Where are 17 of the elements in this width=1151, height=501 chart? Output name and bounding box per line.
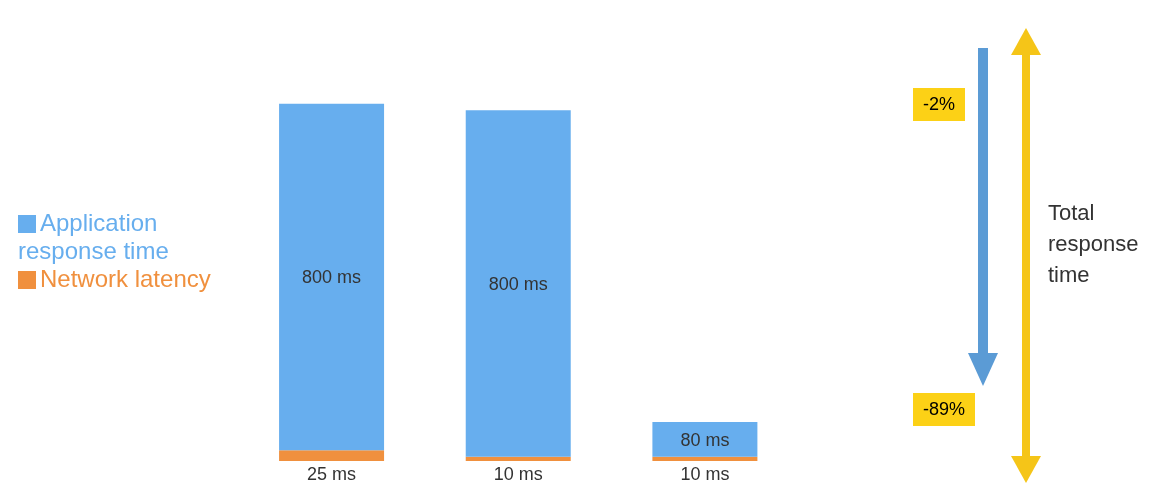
bar xyxy=(279,450,385,461)
text: -89% xyxy=(913,393,976,426)
data-label: 10 ms xyxy=(680,463,730,484)
text: -2% xyxy=(913,88,966,121)
data-label: 25 ms xyxy=(307,463,357,484)
data-label: 80 ms xyxy=(680,429,730,450)
bar xyxy=(465,110,571,457)
legend-label: Network latency xyxy=(40,264,211,292)
bar xyxy=(279,103,385,451)
data-label: 10 ms xyxy=(493,463,543,484)
data-label: 800 ms xyxy=(488,273,548,294)
data-label: 800 ms xyxy=(302,267,362,288)
text: Total response time xyxy=(1048,199,1139,289)
bar xyxy=(465,456,571,461)
legend-label: Application response time xyxy=(18,208,169,264)
bar xyxy=(652,456,758,461)
bar xyxy=(652,422,758,457)
